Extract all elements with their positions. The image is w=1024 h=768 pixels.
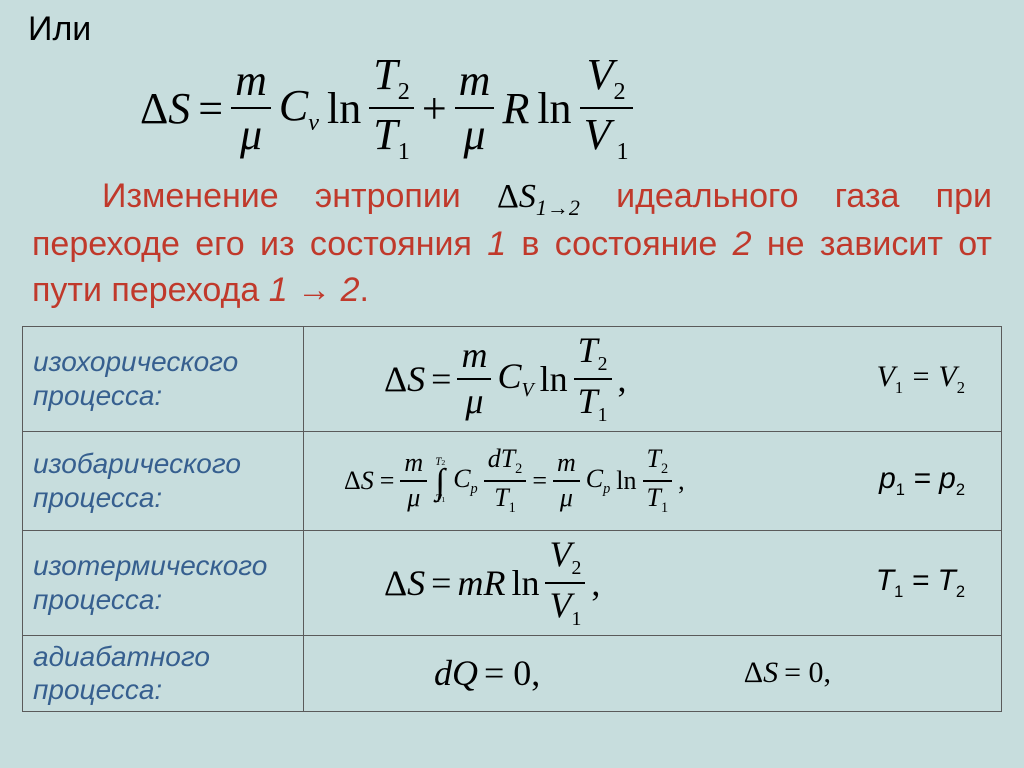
row-isochoric-label: изохорического процесса: — [23, 327, 304, 432]
row-adiabatic-label: адиабатного процесса: — [23, 635, 304, 711]
row-isobaric-formula: ΔS = mμ T2∫T1 Cp dT2T1 = mμ Cp ln T2T1 ,… — [304, 431, 1002, 530]
row-isothermal-formula: ΔS = mR ln V2V1 , T1 = T2 — [304, 530, 1002, 635]
row-isothermal-label: изотермического процесса: — [23, 530, 304, 635]
row-isothermal-cond: T1 = T2 — [876, 564, 965, 602]
row-isobaric-label: изобарического процесса: — [23, 431, 304, 530]
row-adiabatic-formula: dQ = 0, ΔS = 0, — [304, 635, 1002, 711]
heading-or: Или — [28, 10, 1004, 49]
description-paragraph: Изменение энтропии ΔS1→2 идеального газа… — [32, 174, 992, 314]
process-table: изохорического процесса: ΔS = mμ CV ln T… — [22, 326, 1002, 712]
row-isobaric-cond: p1 = p2 — [879, 462, 965, 500]
row-isochoric-cond: V1 = V2 — [877, 360, 965, 398]
main-formula: ΔS = mμ Cv ln T2T1 + mμ R ln V2V 1 — [140, 51, 1004, 166]
row-isochoric-formula: ΔS = mμ CV ln T2T1 , V1 = V2 — [304, 327, 1002, 432]
